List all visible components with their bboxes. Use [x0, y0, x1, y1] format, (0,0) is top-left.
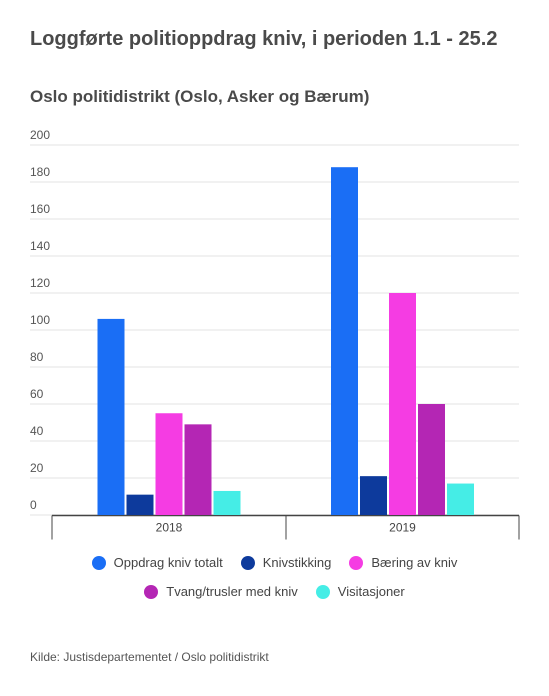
source-note: Kilde: Justisdepartementet / Oslo politi…	[30, 650, 269, 664]
legend-label-2: Bæring av kniv	[371, 555, 458, 570]
y-tick-label-0: 0	[30, 498, 37, 512]
bar-2019-series-4	[447, 483, 474, 515]
y-tick-label-20: 20	[30, 461, 44, 475]
legend-marker-2	[349, 555, 364, 570]
y-tick-label-60: 60	[30, 387, 44, 401]
bar-2019-series-3	[418, 404, 445, 515]
legend-label-0: Oppdrag kniv totalt	[113, 555, 223, 570]
x-category-label-2019: 2019	[389, 521, 416, 535]
bar-2019-series-1	[360, 476, 387, 515]
legend-label-1: Knivstikking	[262, 555, 332, 570]
bar-2018-series-1	[126, 494, 154, 515]
bar-2018-series-4	[213, 490, 241, 515]
bar-2018-series-0	[97, 318, 125, 515]
y-tick-label-160: 160	[30, 202, 50, 216]
y-tick-label-200: 200	[30, 130, 50, 142]
legend-item-2[interactable]: Bæring av kniv	[349, 555, 457, 570]
chart-legend: Oppdrag kniv totalt Knivstikking Bæring …	[0, 555, 549, 613]
bar-2018-series-2	[155, 413, 183, 515]
legend-item-0[interactable]: Oppdrag kniv totalt	[91, 555, 223, 570]
y-tick-label-40: 40	[30, 424, 44, 438]
bar-chart: 0 20 40 60 80 100 120 140 160 180 200 2018 2019	[30, 130, 520, 540]
y-tick-label-120: 120	[30, 276, 50, 290]
y-tick-label-100: 100	[30, 313, 50, 327]
bar-2019-series-2	[389, 293, 416, 515]
y-tick-label-140: 140	[30, 239, 50, 253]
chart-subtitle: Oslo politidistrikt (Oslo, Asker og Bæru…	[30, 87, 370, 106]
x-category-label-2018: 2018	[156, 521, 183, 535]
legend-marker-3	[144, 584, 159, 599]
legend-row-1: Oppdrag kniv totalt Knivstikking Bæring …	[0, 555, 549, 570]
chart-title: Loggførte politioppdrag kniv, i perioden…	[30, 28, 498, 50]
legend-item-3[interactable]: Tvang/trusler med kniv	[144, 584, 298, 599]
legend-row-2: Tvang/trusler med kniv Visitasjoner	[0, 584, 549, 599]
y-tick-label-180: 180	[30, 165, 50, 179]
legend-label-3: Tvang/trusler med kniv	[166, 584, 298, 599]
legend-marker-4	[315, 584, 330, 599]
y-tick-label-80: 80	[30, 350, 44, 364]
bar-2019-series-0	[331, 167, 358, 515]
bar-2018-series-3	[184, 424, 212, 515]
legend-item-4[interactable]: Visitasjoner	[315, 584, 405, 599]
legend-marker-1	[240, 555, 255, 570]
legend-item-1[interactable]: Knivstikking	[240, 555, 332, 570]
legend-label-4: Visitasjoner	[337, 584, 405, 599]
legend-marker-0	[91, 555, 106, 570]
